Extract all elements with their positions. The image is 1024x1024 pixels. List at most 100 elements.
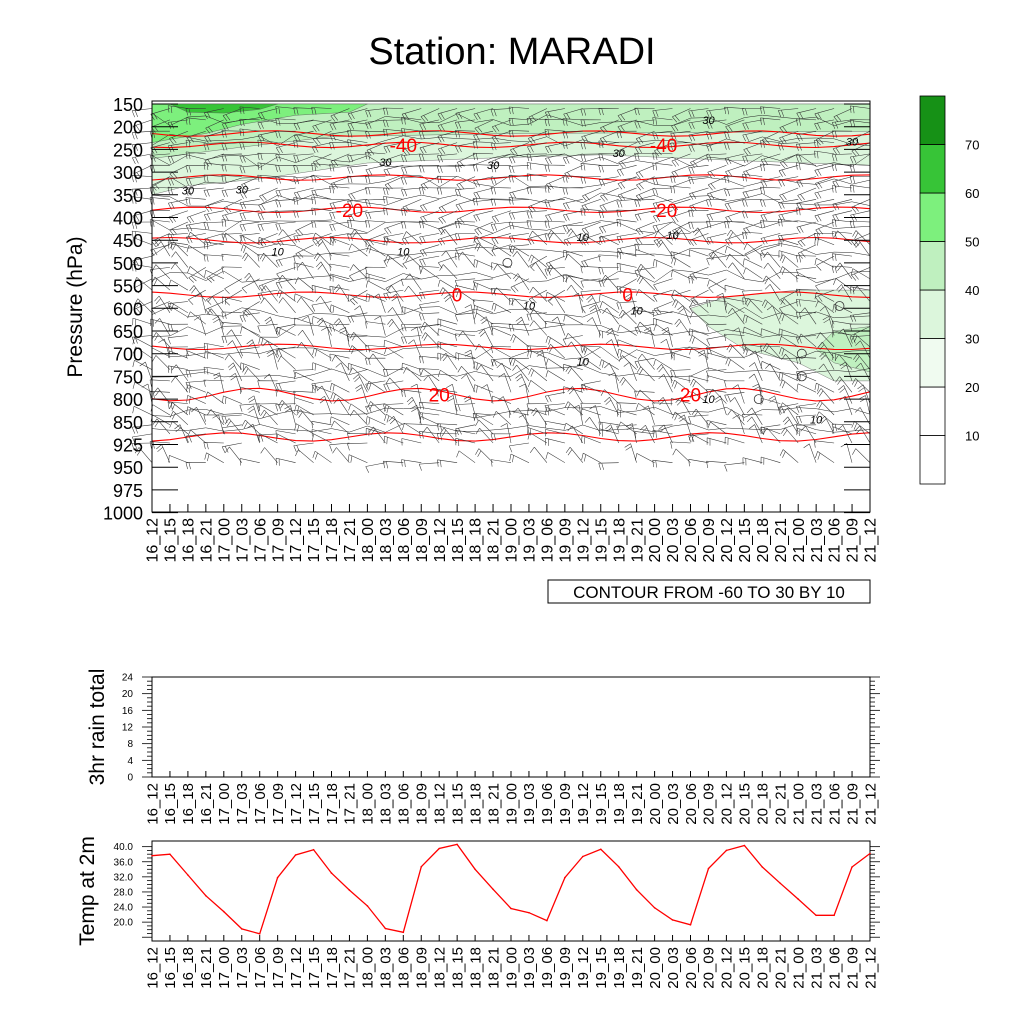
colorbar-label: 70 [965, 138, 979, 153]
wind-barb [349, 267, 368, 282]
wind-barb [688, 119, 709, 130]
wind-barb [131, 130, 153, 140]
wind-barb [490, 221, 512, 232]
wind-barb [643, 327, 655, 347]
wind-barb [742, 210, 763, 219]
wind-barb [408, 339, 422, 359]
wind-barb [419, 244, 440, 257]
time-tick-label: 19_09 [557, 783, 574, 825]
wind-barb [692, 227, 709, 245]
wind-barb [348, 187, 368, 201]
wind-barb [293, 262, 314, 271]
wind-barb [239, 233, 260, 242]
pressure-tick-label: 450 [113, 231, 143, 251]
wind-barb [496, 362, 512, 382]
time-tick-label: 19_21 [629, 783, 646, 825]
wind-barb [224, 278, 242, 294]
wind-barb [185, 187, 206, 196]
temperature-contour [151, 387, 871, 402]
wind-barb [778, 372, 799, 382]
wind-barb [814, 199, 835, 210]
wind-barb [604, 396, 619, 416]
wind-barb [580, 402, 601, 410]
time-tick-label: 18_06 [396, 783, 413, 825]
temp-point [258, 933, 261, 935]
wind-barb [383, 435, 404, 445]
wind-barb [365, 199, 386, 207]
wind-barb [815, 278, 835, 292]
temperature-contour-label: 0 [452, 286, 463, 307]
temp-point [366, 905, 369, 907]
wind-barb [760, 253, 781, 261]
wind-barb [674, 318, 691, 336]
wind-barb [491, 395, 512, 404]
temperature-contour-label: -40 [390, 136, 417, 157]
wind-barb [348, 243, 368, 257]
wind-barb [347, 108, 368, 120]
wind-barb [131, 175, 153, 183]
time-tick-label: 20_12 [719, 783, 736, 825]
time-tick-label: 18_09 [414, 947, 431, 989]
wind-barb [779, 187, 799, 201]
wind-barb [264, 316, 278, 336]
wind-barb [661, 327, 673, 347]
wind-barb [706, 153, 727, 162]
wind-barb [257, 323, 278, 333]
wind-barb [490, 142, 512, 151]
wind-barb [240, 235, 260, 245]
wind-barb [387, 307, 404, 325]
wind-barb [708, 278, 727, 294]
wind-barb [239, 153, 260, 163]
wind-barb [420, 108, 440, 123]
wind-barb [419, 233, 440, 244]
wind-barb [154, 238, 171, 257]
wind-barb [816, 388, 835, 404]
wind-barb [671, 210, 691, 223]
wind-barb [170, 241, 189, 257]
time-tick-label: 16_15 [163, 518, 180, 563]
wind-barb [545, 407, 566, 416]
wind-barb [419, 412, 440, 420]
wind-barb [689, 335, 709, 348]
wind-barb [652, 187, 673, 196]
wind-barb [768, 395, 781, 416]
temp-point [294, 854, 297, 856]
time-tick-label: 21_12 [862, 947, 879, 989]
wind-barb [513, 407, 530, 425]
temp-point [187, 874, 189, 876]
wind-barb [368, 353, 386, 370]
wind-barb [222, 232, 242, 245]
wind-barb [726, 343, 745, 359]
time-tick-label: 17_15 [306, 518, 323, 563]
wind-barb [204, 452, 224, 463]
pressure-tick-label: 300 [113, 163, 143, 183]
wind-barb [154, 318, 171, 336]
wind-barb [498, 373, 512, 393]
colorbar-box [919, 435, 946, 485]
wind-barb [167, 323, 188, 332]
wind-barb [203, 187, 224, 197]
wind-barb [347, 294, 368, 302]
wind-barb [203, 221, 224, 230]
wind-barb [203, 174, 224, 183]
wind-barb [742, 413, 763, 422]
wind-barb [386, 285, 404, 302]
temp-point [169, 853, 171, 855]
wind-barb [329, 273, 350, 282]
wind-barb [797, 187, 817, 202]
wind-barb [258, 433, 278, 444]
temp-point [205, 894, 207, 897]
isoline-label: 10 [577, 356, 590, 368]
wind-barb [598, 462, 619, 470]
wind-barb [840, 443, 853, 463]
wind-barb [816, 332, 835, 348]
wind-barb [257, 139, 278, 148]
wind-barb [203, 442, 224, 450]
wind-barb [474, 242, 494, 257]
wind-barb [275, 142, 296, 154]
wind-barb [284, 405, 296, 425]
wind-barb [508, 153, 530, 164]
wind-barb [544, 321, 565, 329]
rain-frame [151, 676, 871, 778]
wind-barb [778, 218, 799, 227]
